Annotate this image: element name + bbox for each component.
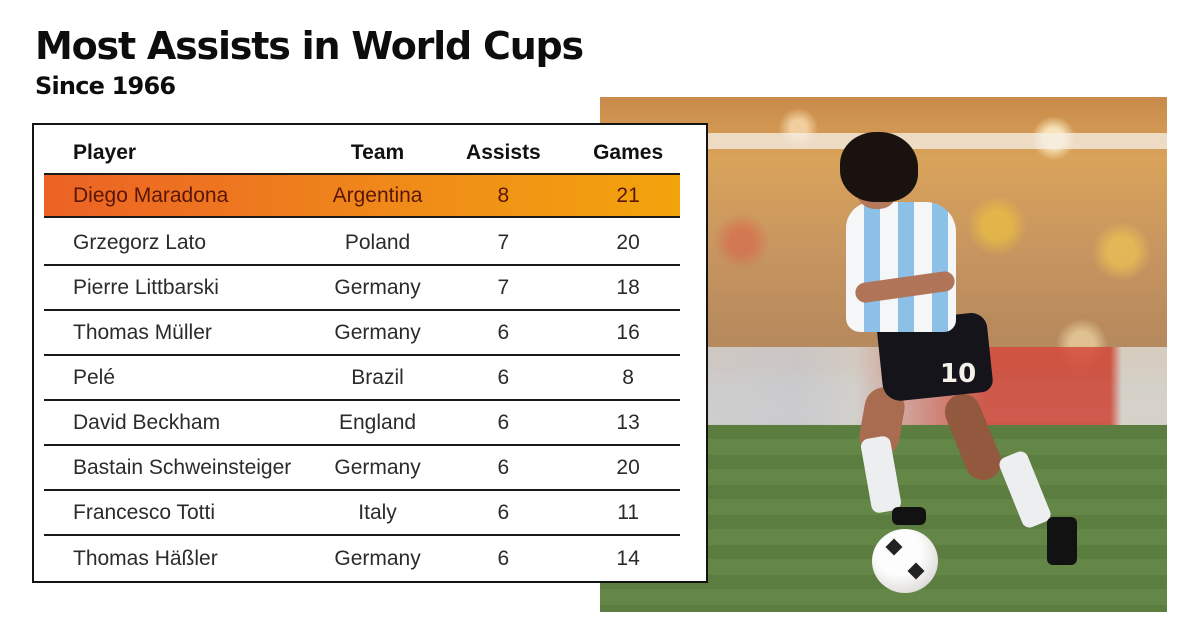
column-header-team: Team — [350, 140, 405, 164]
table-row: Thomas Müller Germany 6 16 — [44, 311, 680, 356]
cell-games: 16 — [616, 320, 640, 344]
argentina-shirt — [846, 202, 956, 332]
table-row-highlighted: Diego Maradona Argentina 8 21 — [44, 173, 680, 218]
cell-player: Thomas Häßler — [73, 546, 218, 570]
page-title: Most Assists in World Cups — [35, 24, 584, 68]
cell-player: David Beckham — [73, 410, 221, 434]
table-row: Thomas Häßler Germany 6 14 — [44, 536, 680, 581]
cell-player: Pelé — [73, 365, 116, 389]
cell-games: 18 — [616, 275, 640, 299]
cell-team: Germany — [334, 275, 421, 299]
cell-team: Germany — [334, 320, 421, 344]
cell-assists: 6 — [497, 455, 510, 479]
cell-player: Francesco Totti — [73, 500, 216, 524]
table-row: Grzegorz Lato Poland 7 20 — [44, 221, 680, 266]
cell-games: 21 — [616, 183, 640, 207]
column-header-assists: Assists — [466, 140, 541, 164]
cell-team: Germany — [334, 546, 421, 570]
cell-games: 8 — [622, 365, 634, 389]
cell-assists: 8 — [497, 183, 510, 207]
cell-games: 20 — [616, 455, 640, 479]
table-row: Francesco Totti Italy 6 11 — [44, 491, 680, 536]
table-row: David Beckham England 6 13 — [44, 401, 680, 446]
player-figure: 10 — [600, 97, 1167, 612]
page-subtitle: Since 1966 — [35, 72, 176, 100]
cell-games: 11 — [617, 500, 640, 524]
shorts-number: 10 — [940, 359, 977, 389]
cell-player: Bastain Schweinsteiger — [73, 455, 292, 479]
player-sock — [997, 449, 1053, 530]
cell-team: Poland — [344, 230, 411, 254]
player-boot — [892, 507, 926, 525]
table-row: Pelé Brazil 6 8 — [44, 356, 680, 401]
football-icon — [872, 529, 938, 593]
cell-player: Pierre Littbarski — [73, 275, 219, 299]
cell-team: Germany — [334, 455, 421, 479]
table-row: Pierre Littbarski Germany 7 18 — [44, 266, 680, 311]
cell-assists: 6 — [497, 320, 510, 344]
cell-team: England — [339, 410, 417, 434]
player-hair — [840, 132, 918, 202]
player-leg — [939, 388, 1007, 486]
cell-assists: 6 — [497, 410, 510, 434]
player-boot — [1047, 517, 1077, 565]
column-header-games: Games — [593, 140, 664, 164]
cell-assists: 6 — [497, 546, 510, 570]
cell-games: 20 — [616, 230, 640, 254]
cell-assists: 6 — [497, 500, 510, 524]
cell-player: Thomas Müller — [73, 320, 212, 344]
cell-team: Brazil — [351, 365, 404, 389]
cell-player: Diego Maradona — [73, 183, 229, 207]
cell-team: Italy — [358, 500, 397, 524]
cell-assists: 7 — [497, 230, 510, 254]
cell-games: 13 — [616, 410, 640, 434]
table-header: Player Team Assists Games — [44, 130, 680, 175]
cell-player: Grzegorz Lato — [73, 230, 207, 254]
table-row: Bastain Schweinsteiger Germany 6 20 — [44, 446, 680, 491]
assists-table: Player Team Assists Games Diego Maradona… — [32, 123, 708, 583]
cell-team: Argentina — [332, 183, 423, 207]
cell-games: 14 — [616, 546, 640, 570]
column-header-player: Player — [73, 140, 137, 164]
cell-assists: 6 — [497, 365, 510, 389]
cell-assists: 7 — [497, 275, 510, 299]
